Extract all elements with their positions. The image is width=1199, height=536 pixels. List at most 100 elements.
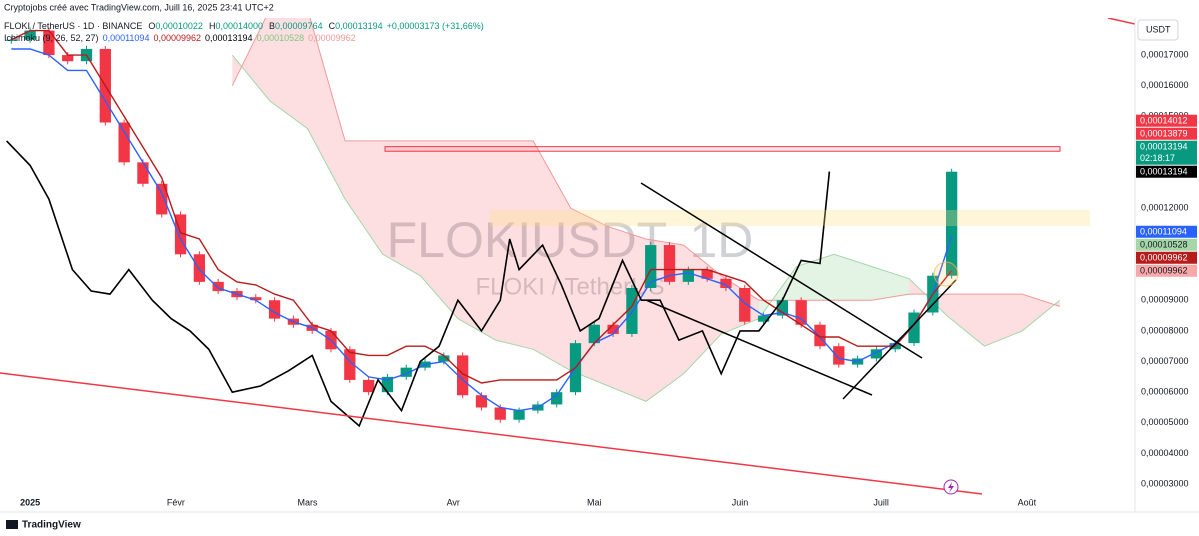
price-tag-label: 0,00013194 — [1140, 167, 1188, 177]
candle — [62, 55, 74, 62]
cloud-segment — [834, 254, 872, 301]
cloud-segment — [495, 140, 534, 350]
breakout-line — [842, 279, 957, 400]
x-tick-label: Août — [1018, 497, 1037, 507]
candle — [588, 324, 600, 344]
candle — [156, 183, 168, 215]
candle — [776, 300, 789, 316]
cloud-segment — [420, 140, 458, 319]
cloud-span-b — [231, 18, 1060, 307]
cloud-segment — [946, 294, 985, 347]
candle — [250, 297, 262, 301]
cloud-segment — [382, 140, 421, 276]
drawings — [0, 18, 1135, 495]
logo — [6, 520, 18, 529]
candle — [24, 30, 36, 40]
cloud-segment — [1022, 294, 1060, 331]
candle — [43, 30, 55, 56]
cloud-segment — [345, 140, 383, 255]
cloud-segment — [796, 254, 835, 301]
cloud-segment — [984, 294, 1023, 347]
x-tick-label: Juin — [732, 497, 749, 507]
event-icon-bolt — [948, 482, 954, 493]
cloud-span-a — [231, 54, 1061, 402]
legend-value: 0,00014000 — [215, 21, 263, 31]
legend-key: B — [269, 21, 275, 31]
legend-value: 0,00009764 — [275, 21, 323, 31]
candle — [626, 287, 638, 334]
candle — [551, 392, 563, 405]
candle — [663, 245, 676, 282]
candle — [945, 171, 958, 276]
x-tick-label: 2025 — [20, 497, 40, 507]
candle — [137, 162, 149, 184]
price-tag-label: 0,00013194 — [1140, 142, 1188, 152]
candle — [701, 269, 713, 279]
price-tag — [1136, 165, 1197, 178]
legend-value: 0,00013194 — [335, 21, 383, 31]
currency-button[interactable] — [1137, 19, 1179, 41]
candle — [457, 355, 469, 396]
highlight — [933, 261, 959, 287]
candle — [475, 395, 488, 408]
wedge-upper — [640, 182, 923, 359]
legend-indicator-value: 0,00009962 — [153, 33, 201, 43]
cloud-segment — [871, 266, 910, 301]
currency: USDT — [1146, 24, 1171, 34]
price-tag-label: 0,00011094 — [1140, 227, 1187, 237]
x-tick-label: Juill — [873, 497, 889, 507]
header: Cryptojobs créé avec TradingView.com, Ju… — [4, 2, 274, 12]
y-tick-label: 0,00016000 — [1141, 80, 1189, 90]
support-line — [0, 372, 983, 495]
candle — [400, 367, 412, 377]
cloud-segment — [457, 140, 496, 341]
price-tag-label: 0,00010528 — [1140, 240, 1188, 250]
candle — [720, 278, 732, 288]
price-tag — [1136, 251, 1197, 264]
candle — [739, 287, 751, 322]
cloud-segment — [533, 140, 571, 371]
watermark: FLOKIUSDT, 1D FLOKI / TetherUS — [387, 212, 754, 300]
candle — [362, 379, 375, 393]
candle — [118, 122, 130, 163]
legend-indicator-value: 0,00010528 — [257, 33, 305, 43]
candle — [795, 300, 807, 325]
candle — [757, 315, 770, 322]
y-tick-label: 0,00012000 — [1141, 203, 1189, 213]
price-tag-label: 0,00009962 — [1140, 266, 1188, 276]
cloud-segment — [232, 18, 270, 102]
y-tick-label: 0,00004000 — [1141, 448, 1189, 458]
price-tag-label: 0,00014012 — [1140, 116, 1188, 126]
y-tick-label: 0,00006000 — [1141, 387, 1189, 397]
tenkan-line — [11, 48, 953, 412]
y-tick-label: 0,00008000 — [1141, 325, 1189, 335]
legend-indicator-value: 0,00011094 — [103, 33, 150, 43]
x-tick-label: Avr — [447, 497, 460, 507]
candle — [682, 269, 694, 282]
price-tag-countdown: 02:18:17 — [1140, 153, 1175, 163]
trend-line — [1107, 18, 1135, 25]
candle — [833, 346, 845, 365]
legend-key: H — [209, 21, 216, 31]
watermark-title: FLOKIUSDT, 1D — [387, 212, 754, 268]
candle — [193, 254, 205, 282]
resistance-box — [384, 146, 1061, 152]
candle — [814, 324, 826, 347]
price-tag — [1136, 140, 1197, 165]
price-tag — [1136, 225, 1197, 238]
candle — [344, 349, 356, 380]
y-tick-label: 0,00017000 — [1141, 49, 1189, 59]
price-tag — [1136, 238, 1197, 251]
x-tick-label: Mars — [297, 497, 317, 507]
plot — [5, 18, 1061, 428]
y-tick-label: 0,00003000 — [1141, 478, 1189, 488]
candle — [381, 376, 394, 393]
price-tag — [1136, 127, 1197, 140]
candle — [607, 324, 619, 334]
candle — [494, 407, 506, 420]
price-axis: USDT 0,000170000,000160000,000150000,000… — [1134, 0, 1199, 536]
footer: TradingView — [22, 520, 81, 531]
kijun-line — [10, 29, 953, 384]
